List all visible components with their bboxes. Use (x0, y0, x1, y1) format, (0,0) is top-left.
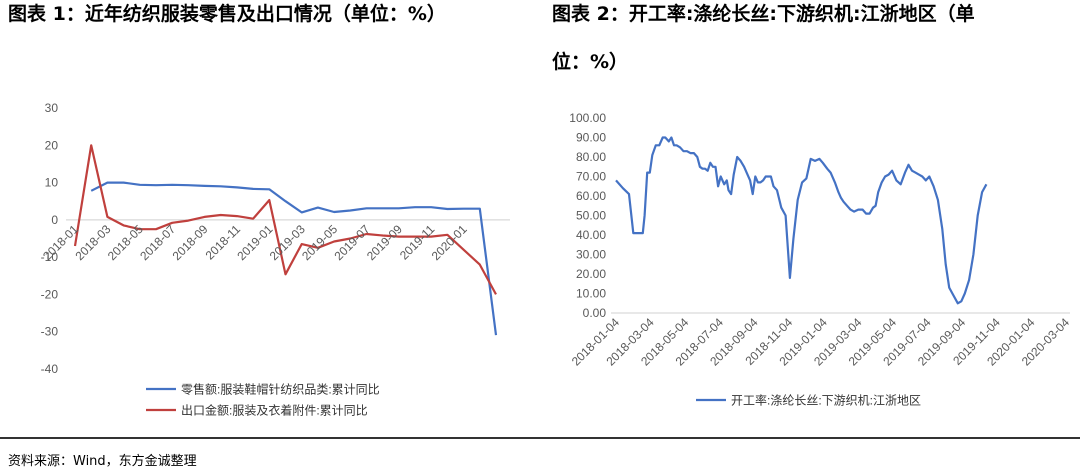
series-line-operating-rate (615, 136, 988, 305)
y-tick-label: 20 (45, 138, 59, 152)
legend-label: 零售额:服装鞋帽针纺织品类:累计同比 (181, 382, 380, 397)
y-tick-label: 20.00 (576, 267, 606, 281)
right-chart-title-continued: 位：%） (552, 51, 629, 73)
y-tick-label: -40 (41, 362, 59, 376)
y-tick-label: 70.00 (576, 170, 606, 184)
legend-label: 开工率:涤纶长丝:下游织机:江浙地区 (731, 393, 921, 408)
y-tick-label: 30.00 (576, 248, 606, 262)
y-tick-label: 90.00 (576, 131, 606, 145)
right-chart: 100.00 90.00 80.00 70.00 60.00 50.00 40.00 30.0… (569, 111, 1073, 408)
y-tick-label: -30 (41, 325, 59, 339)
y-tick-label: 10.00 (576, 287, 606, 301)
source-note: 资料来源：Wind，东方金诚整理 (8, 454, 197, 469)
y-tick-label: 30 (45, 101, 59, 115)
y-tick-label: 0 (51, 213, 58, 227)
series-line-retail (90, 181, 498, 336)
left-chart-title: 图表 1：近年纺织服装零售及出口情况（单位：%） (8, 3, 446, 25)
y-tick-label: -10 (41, 250, 59, 264)
y-tick-label: 60.00 (576, 189, 606, 203)
y-tick-label: 0.00 (583, 306, 607, 320)
y-tick-label: 10 (45, 176, 59, 190)
y-tick-label: 100.00 (569, 111, 606, 125)
y-tick-label: 40.00 (576, 228, 606, 242)
right-chart-title: 图表 2：开工率:涤纶长丝:下游织机:江浙地区（单 (552, 3, 975, 25)
series-line-export (73, 144, 497, 295)
y-tick-label: -20 (41, 287, 59, 301)
bottom-divider (0, 437, 1080, 439)
legend-label: 出口金额:服装及衣着附件:累计同比 (181, 403, 368, 418)
y-tick-label: 80.00 (576, 150, 606, 164)
y-tick-label: 50.00 (576, 209, 606, 223)
